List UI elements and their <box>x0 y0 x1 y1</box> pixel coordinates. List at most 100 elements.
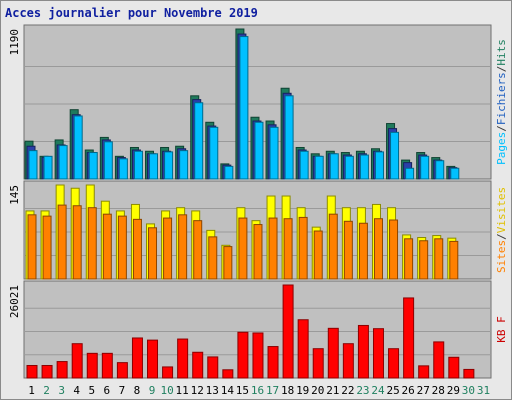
x-axis-label-day-12: 12 <box>191 384 204 397</box>
bar-sites-day-19 <box>298 216 308 280</box>
bar-pages-day-6 <box>103 141 113 180</box>
bar-kb-f-day-18 <box>282 284 294 379</box>
bar-sites-day-21 <box>328 213 338 280</box>
legend-text: Sites/Visites <box>495 187 508 273</box>
legend-entry: Sites <box>495 240 508 273</box>
legend-entry: / <box>495 66 508 73</box>
bar-pages-day-25 <box>390 131 400 180</box>
x-axis-day-labels: 1 2 3 4 5 6 7 8 9 10 11 12 13 14 15 16 17 18 19 20 21 22 23 24 2… <box>28 384 490 397</box>
bar-kb-f-day-4 <box>71 343 83 379</box>
bar-kb-f-day-27 <box>418 365 430 379</box>
bar-sites-day-27 <box>419 240 429 280</box>
bar-sites-day-7 <box>117 215 127 280</box>
bar-kb-f-day-9 <box>147 339 159 379</box>
bar-kb-f-day-30 <box>463 368 475 379</box>
x-axis-label-day-2: 2 <box>43 384 50 397</box>
bar-kb-f-day-1 <box>26 364 38 379</box>
x-axis-label-day-29: 29 <box>447 384 460 397</box>
bar-kb-f-day-13 <box>207 356 219 379</box>
x-axis-label-day-21: 21 <box>326 384 339 397</box>
x-axis-label-day-3: 3 <box>58 384 65 397</box>
bar-sites-day-26 <box>404 238 414 280</box>
y-axis-max-label: 145 <box>8 185 21 205</box>
bar-kb-f-day-6 <box>101 352 113 379</box>
bar-sites-day-1 <box>27 214 37 280</box>
bar-sites-day-22 <box>343 220 353 280</box>
bar-kb-f-day-28 <box>433 341 445 379</box>
bar-pages-day-10 <box>164 151 174 180</box>
hits-files-pages-panel: 1190 Pages/Fichiers/Hits <box>8 24 508 180</box>
legend-entry: / <box>495 125 508 132</box>
kb-panel: 26021 KB F <box>8 280 508 379</box>
x-axis-label-day-13: 13 <box>206 384 219 397</box>
legend: Pages/Fichiers/Hits <box>495 39 508 165</box>
bar-kb-f-day-2 <box>41 364 53 379</box>
bar-kb-f-day-15 <box>237 331 249 379</box>
sites-visits-panel: 145 Sites/Visites <box>8 180 508 280</box>
bar-pages-day-18 <box>284 95 294 180</box>
x-axis-label-day-31: 31 <box>477 384 490 397</box>
bar-sites-day-18 <box>283 218 293 280</box>
bar-sites-day-10 <box>163 217 173 280</box>
y-axis-max-label: 26021 <box>8 285 21 318</box>
bar-kb-f-day-3 <box>56 361 68 379</box>
y-axis-max-label: 1190 <box>8 29 21 56</box>
bar-pages-day-22 <box>344 155 354 180</box>
x-axis-label-day-8: 8 <box>134 384 141 397</box>
x-axis-label-day-9: 9 <box>149 384 156 397</box>
bar-pages-day-8 <box>133 150 143 180</box>
x-axis-label-day-10: 10 <box>160 384 173 397</box>
legend-entry: Hits <box>495 39 508 66</box>
x-axis-label-day-26: 26 <box>402 384 415 397</box>
bar-kb-f-day-20 <box>312 348 324 379</box>
legend-text: KB F <box>495 316 508 343</box>
legend-entry: Visites <box>495 187 508 233</box>
x-axis-label-day-1: 1 <box>28 384 35 397</box>
bar-kb-f-day-17 <box>267 346 279 379</box>
bar-kb-f-day-21 <box>327 327 339 379</box>
bar-pages-day-26 <box>405 167 415 180</box>
bar-sites-day-3 <box>57 204 67 280</box>
bar-sites-day-16 <box>253 224 263 280</box>
x-axis-label-day-18: 18 <box>281 384 294 397</box>
bar-kb-f-day-22 <box>342 343 354 379</box>
x-axis-label-day-11: 11 <box>176 384 189 397</box>
bar-sites-day-25 <box>389 219 399 280</box>
bar-kb-f-day-29 <box>448 356 460 379</box>
bar-kb-f-day-5 <box>86 352 98 379</box>
bar-kb-f-day-25 <box>388 348 400 379</box>
bar-kb-f-day-7 <box>116 362 128 379</box>
bar-pages-day-9 <box>149 153 159 180</box>
bar-pages-day-21 <box>329 153 339 180</box>
bar-sites-day-20 <box>313 230 323 280</box>
bar-pages-day-29 <box>450 167 460 180</box>
x-axis-label-day-28: 28 <box>432 384 445 397</box>
bar-sites-day-6 <box>102 213 112 280</box>
legend-entry: KB F <box>495 316 508 343</box>
bar-pages-day-16 <box>254 121 264 180</box>
bar-kb-f-day-23 <box>357 324 369 379</box>
bar-kb-f-day-16 <box>252 332 264 379</box>
bar-pages-day-4 <box>73 115 83 180</box>
legend-entry: / <box>495 233 508 240</box>
bar-pages-day-12 <box>194 102 204 180</box>
x-axis-label-day-6: 6 <box>104 384 111 397</box>
bar-pages-day-14 <box>224 165 234 180</box>
x-axis-label-day-15: 15 <box>236 384 249 397</box>
bar-pages-day-13 <box>209 126 219 180</box>
x-axis-label-day-17: 17 <box>266 384 279 397</box>
x-axis-label-day-27: 27 <box>417 384 430 397</box>
legend-entry: Pages <box>495 132 508 165</box>
x-axis-label-day-25: 25 <box>386 384 399 397</box>
bar-kb-f-day-12 <box>192 351 204 379</box>
bar-sites-day-11 <box>178 214 188 280</box>
bar-sites-day-28 <box>434 238 444 280</box>
bar-sites-day-8 <box>132 218 142 280</box>
bar-sites-day-13 <box>208 236 218 280</box>
bar-pages-day-2 <box>43 155 53 180</box>
bar-sites-day-15 <box>238 217 248 280</box>
bar-sites-day-14 <box>223 246 233 280</box>
bar-sites-day-17 <box>268 217 278 280</box>
bar-sites-day-12 <box>193 220 203 280</box>
bar-kb-f-day-11 <box>177 338 189 379</box>
